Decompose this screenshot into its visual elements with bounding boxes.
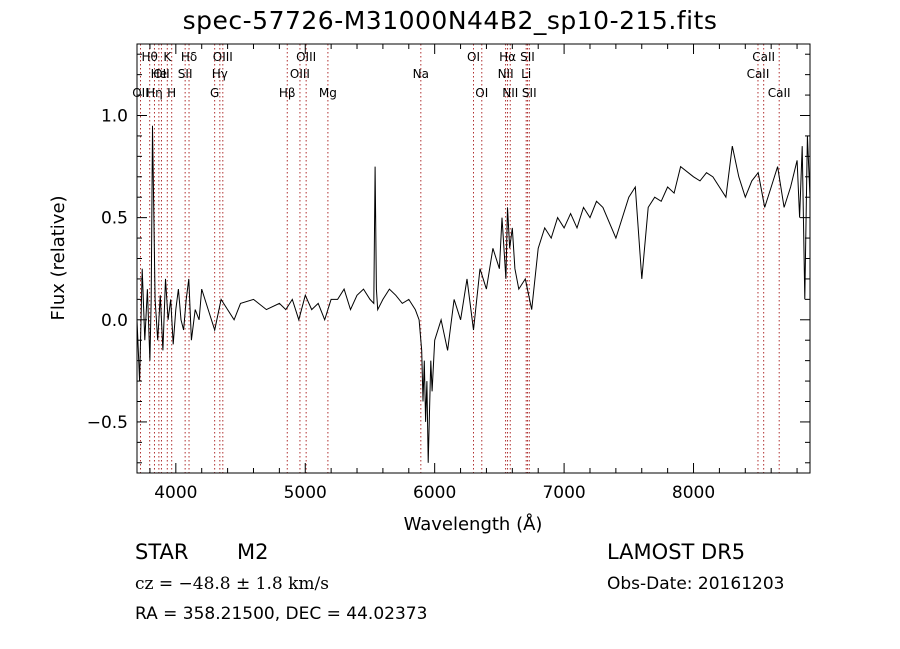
line-marker-label: Na — [413, 67, 429, 81]
line-marker-label: OII — [153, 67, 170, 81]
line-marker-label: SII — [522, 86, 537, 100]
object-subclass: M2 — [237, 540, 269, 564]
y-tick-label: 0.0 — [101, 311, 128, 331]
x-tick-label: 8000 — [672, 483, 715, 503]
line-marker-label: K — [163, 50, 172, 64]
x-tick-label: 4000 — [154, 483, 197, 503]
x-axis-label: Wavelength (Å) — [404, 513, 543, 535]
line-marker-label: Hδ — [181, 50, 197, 64]
redshift-velocity: cz = −48.8 ± 1.8 km/s — [135, 574, 329, 594]
line-marker-label: G — [210, 86, 219, 100]
y-axis-label: Flux (relative) — [48, 195, 69, 320]
line-marker-label: H — [167, 86, 176, 100]
x-axis-ticks: 4000 5000 6000 7000 8000 — [149, 44, 798, 503]
spectral-line-labels: OIIHθHηHeOIIKHSIIHδGHγOIIIHβOIIIOIIIMgNa… — [132, 50, 790, 100]
x-tick-label: 6000 — [413, 483, 456, 503]
line-marker-label: OII — [132, 86, 149, 100]
y-tick-label: −0.5 — [87, 413, 128, 433]
y-tick-label: 1.0 — [101, 107, 128, 127]
line-marker-label: Hγ — [212, 67, 228, 81]
line-marker-label: Li — [521, 67, 531, 81]
line-marker-label: OI — [475, 86, 488, 100]
spectrum-line — [136, 125, 811, 463]
line-marker-label: NII — [498, 67, 514, 81]
line-marker-label: Hθ — [141, 50, 157, 64]
line-marker-label: Hη — [146, 86, 163, 100]
line-marker-label: OIII — [296, 50, 316, 64]
line-marker-label: NII — [502, 86, 518, 100]
line-marker-label: OI — [467, 50, 480, 64]
y-tick-label: 0.5 — [101, 209, 128, 229]
line-marker-label: Mg — [319, 86, 337, 100]
line-marker-label: CaII — [768, 86, 791, 100]
line-marker-label: Hα — [499, 50, 516, 64]
line-marker-label: Hβ — [279, 86, 296, 100]
line-marker-label: CaII — [752, 50, 775, 64]
line-marker-label: CaII — [747, 67, 770, 81]
line-marker-label: SII — [178, 67, 193, 81]
line-marker-label: SII — [520, 50, 535, 64]
spectral-line-markers — [139, 44, 780, 473]
y-axis-ticks: −0.5 0.0 0.5 1.0 — [87, 53, 810, 464]
chart-title: spec-57726-M31000N44B2_sp10-215.fits — [182, 6, 718, 35]
line-marker-label: OIII — [213, 50, 233, 64]
x-tick-label: 7000 — [542, 483, 585, 503]
line-marker-label: OIII — [290, 67, 310, 81]
object-class: STAR — [135, 540, 189, 564]
x-tick-label: 5000 — [284, 483, 327, 503]
coordinates: RA = 358.21500, DEC = 44.02373 — [135, 604, 428, 624]
survey-name: LAMOST DR5 — [607, 540, 746, 564]
observation-date: Obs-Date: 20161203 — [607, 574, 785, 594]
line-marker-label: He — [151, 67, 167, 81]
